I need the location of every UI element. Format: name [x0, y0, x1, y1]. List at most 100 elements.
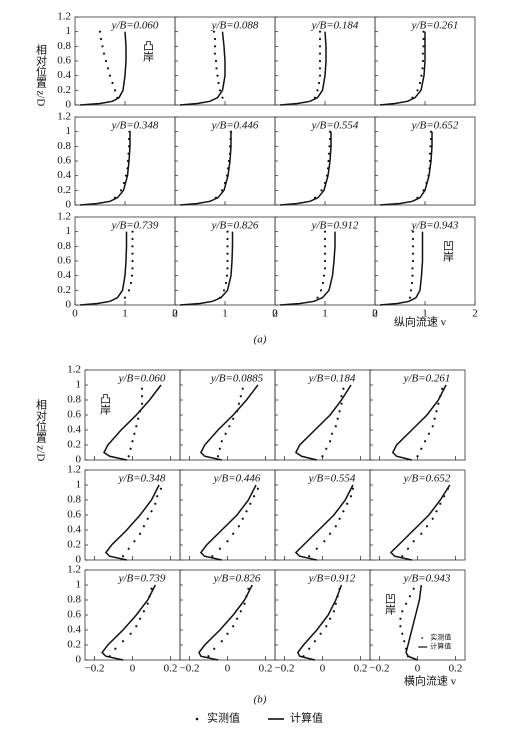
measured-point — [329, 440, 332, 443]
measured-point — [318, 59, 322, 63]
measured-point — [323, 259, 327, 263]
inset-legend-label: 实测值 — [430, 633, 451, 642]
measured-point — [418, 81, 422, 85]
measured-point — [235, 617, 239, 620]
panel-title: y/B=0.943 — [411, 220, 459, 232]
panel-title: y/B=0.912 — [308, 573, 356, 585]
y-tick-label: 0.2 — [57, 284, 71, 296]
measured-point — [121, 640, 125, 643]
measured-point — [211, 555, 214, 558]
measured-point — [220, 189, 224, 192]
measured-point — [308, 647, 311, 650]
measured-point — [226, 237, 229, 241]
measured-point — [104, 59, 108, 63]
measured-point — [131, 230, 134, 233]
measured-point — [156, 495, 159, 498]
y-tick-label: 0.6 — [67, 409, 81, 421]
annotation: 凸岸 — [98, 393, 111, 416]
measured-point — [139, 532, 142, 535]
computed-line — [279, 31, 327, 106]
measured-point — [327, 152, 331, 155]
x-tick-label: 2 — [172, 308, 178, 320]
measured-point — [325, 447, 328, 450]
measured-point — [239, 395, 242, 398]
measured-point — [224, 432, 227, 435]
measured-point — [411, 274, 414, 277]
panel-title: y/B=0.446 — [211, 120, 259, 132]
measured-point — [403, 640, 406, 643]
measured-point — [408, 296, 412, 299]
measured-point — [225, 274, 229, 277]
measured-point — [222, 289, 226, 292]
measured-point — [243, 602, 246, 605]
x-tick-label: −0.2 — [370, 663, 390, 675]
computed-line — [79, 231, 128, 306]
measured-point — [318, 45, 322, 48]
measured-point — [411, 230, 415, 233]
measured-point — [226, 252, 229, 255]
x-tick-label: 1 — [222, 308, 228, 320]
y-tick-label: 1.2 — [57, 211, 71, 223]
measured-point — [220, 440, 223, 443]
measured-point — [329, 617, 332, 620]
x-tick-label: 0.2 — [164, 663, 178, 675]
measured-point — [131, 440, 134, 443]
y-tick-label: 0.6 — [67, 509, 81, 521]
x-tick-label: 0.2 — [354, 663, 368, 675]
measured-point — [320, 189, 323, 192]
x-tick-label: 2 — [372, 308, 378, 320]
y-axis-label: 相对位置 z/D — [34, 398, 47, 461]
x-tick-label: 0 — [415, 663, 421, 675]
y-tick-label: 1 — [66, 225, 72, 237]
measured-point — [98, 30, 102, 33]
panel-title: y/B=0.446 — [213, 473, 261, 485]
measured-point — [422, 37, 425, 41]
y-tick-label: 0.8 — [67, 594, 81, 606]
panel-title: y/B=0.739 — [111, 220, 159, 232]
x-tick-label: −0.2 — [180, 663, 200, 675]
measured-point — [323, 245, 327, 248]
x-tick-label: 0 — [225, 663, 231, 675]
y-tick-label: 0.8 — [57, 240, 71, 252]
y-tick-label: 0.6 — [57, 155, 71, 167]
y-tick-label: 0.4 — [57, 69, 71, 81]
panel-title: y/B=0.943 — [403, 573, 451, 585]
measured-point — [146, 517, 149, 520]
measured-point — [351, 487, 354, 490]
measured-point — [139, 617, 142, 620]
measured-point — [421, 52, 425, 55]
measured-point — [140, 395, 144, 398]
measured-point — [441, 387, 444, 390]
computed-line — [179, 31, 226, 106]
panel-title: y/B=0.088 — [211, 20, 259, 32]
measured-point — [226, 632, 229, 635]
measured-point — [213, 45, 217, 48]
measured-point — [245, 510, 248, 513]
measured-point — [420, 447, 423, 450]
x-tick-label: 0 — [72, 308, 78, 320]
measured-point — [237, 402, 240, 405]
x-tick-label: 1 — [322, 308, 328, 320]
measured-point — [123, 296, 127, 299]
measured-point — [334, 602, 337, 605]
measured-point — [416, 89, 419, 92]
caption: (b) — [254, 694, 267, 706]
y-tick-label: 0.8 — [67, 394, 81, 406]
measured-point — [412, 587, 415, 590]
measured-point — [405, 602, 408, 605]
measured-point — [421, 59, 425, 63]
panel-title: y/B=0.261 — [411, 20, 459, 32]
measured-point — [409, 289, 413, 292]
measured-point — [239, 610, 242, 613]
measured-point — [406, 547, 410, 550]
measured-point — [401, 555, 404, 558]
measured-point — [437, 402, 440, 405]
measured-point — [218, 89, 222, 92]
measured-point — [129, 447, 132, 450]
panel-title: y/B=0.652 — [403, 473, 451, 485]
measured-point — [111, 81, 114, 85]
y-tick-label: 1.2 — [67, 564, 81, 576]
panel-title: y/B=0.554 — [308, 473, 356, 485]
annotation: 凹岸 — [383, 593, 396, 616]
computed-line — [101, 584, 156, 661]
